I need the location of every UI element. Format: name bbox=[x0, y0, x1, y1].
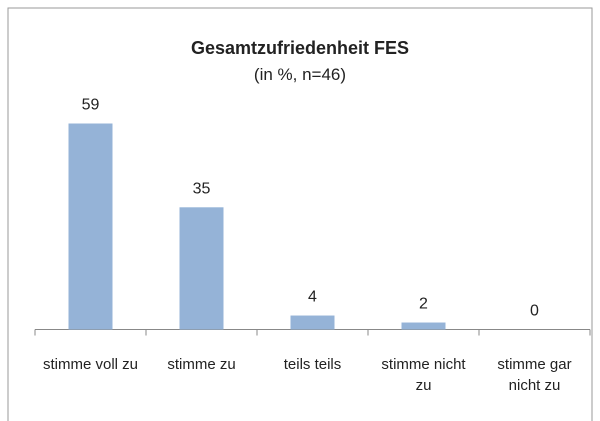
bar bbox=[68, 123, 113, 330]
data-label: 59 bbox=[82, 97, 100, 114]
x-tick-label: stimme gar nicht zu bbox=[497, 356, 572, 394]
bar bbox=[179, 207, 224, 330]
chart-title: Gesamtzufriedenheit FES bbox=[191, 38, 409, 58]
x-tick-label: teils teils bbox=[283, 356, 342, 373]
data-label: 4 bbox=[308, 289, 317, 306]
bar bbox=[290, 315, 335, 330]
data-label: 2 bbox=[419, 296, 428, 313]
x-tick-label: stimme voll zu bbox=[42, 356, 139, 373]
chart-subtitle: (in %, n=46) bbox=[254, 65, 346, 84]
chart-frame bbox=[7, 7, 593, 421]
data-label: 0 bbox=[530, 303, 539, 320]
data-label: 35 bbox=[193, 180, 211, 197]
x-tick-label: stimme zu bbox=[167, 356, 236, 373]
x-tick-label: stimme nicht zu bbox=[381, 356, 466, 394]
bar bbox=[401, 322, 446, 330]
